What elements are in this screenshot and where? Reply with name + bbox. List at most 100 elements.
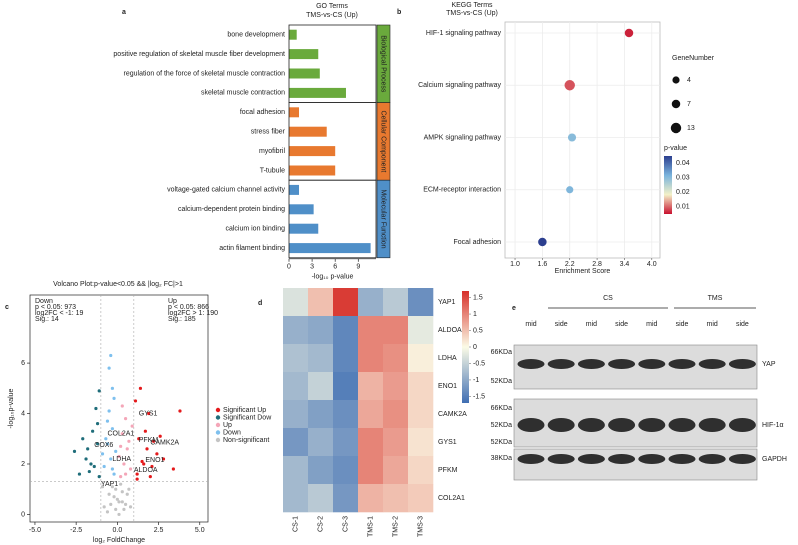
row-label: ENO1 bbox=[438, 383, 457, 390]
plot-frame bbox=[29, 294, 209, 523]
point bbox=[109, 457, 113, 461]
color-bar bbox=[462, 291, 469, 403]
category-label: voltage-gated calcium channel activity bbox=[167, 187, 285, 194]
point bbox=[110, 485, 115, 489]
point bbox=[86, 447, 90, 451]
point bbox=[158, 434, 162, 438]
color-bar-label: -0.5 bbox=[473, 360, 485, 367]
point bbox=[137, 437, 141, 441]
stats-text: p < 0.05: 866 bbox=[168, 304, 209, 311]
point bbox=[97, 475, 101, 479]
point bbox=[104, 437, 108, 441]
heat-cell bbox=[308, 456, 334, 485]
heat-cell bbox=[283, 400, 309, 429]
x-tick-label: 9 bbox=[356, 264, 360, 271]
color-bar-label: -1 bbox=[473, 377, 479, 384]
bar bbox=[289, 68, 320, 79]
size-legend-label: 7 bbox=[687, 101, 691, 108]
point bbox=[97, 389, 101, 393]
x-tick-label: 2.2 bbox=[565, 261, 575, 268]
legend-label: Significant Up bbox=[223, 407, 266, 414]
plot-frame bbox=[504, 21, 661, 259]
point bbox=[117, 500, 121, 504]
row-label: CAMK2A bbox=[438, 411, 467, 418]
column-label: CS-3 bbox=[342, 516, 349, 532]
x-tick-label: 6 bbox=[333, 264, 337, 271]
point bbox=[77, 472, 82, 476]
point bbox=[123, 472, 128, 476]
legend-swatch bbox=[215, 422, 221, 428]
legend-swatch bbox=[215, 437, 221, 443]
heat-cell bbox=[308, 316, 334, 345]
point bbox=[109, 502, 113, 506]
point bbox=[105, 419, 110, 423]
blot-band bbox=[668, 418, 696, 432]
row-label: COL2A1 bbox=[438, 495, 465, 502]
group-label: TMS bbox=[708, 295, 723, 302]
heat-cell bbox=[383, 456, 409, 485]
x-tick-label: 0 bbox=[287, 264, 291, 271]
protein-label: HIF-1α bbox=[762, 422, 784, 429]
point bbox=[110, 467, 115, 471]
legend-label: Down bbox=[223, 429, 241, 436]
heat-cell bbox=[408, 428, 434, 457]
heat-cell bbox=[408, 316, 434, 345]
blot-band bbox=[698, 418, 726, 432]
color-bar-label: 1.5 bbox=[473, 294, 483, 301]
protein-label: GAPDH bbox=[762, 456, 787, 463]
point bbox=[119, 444, 123, 448]
point bbox=[117, 512, 121, 517]
bar bbox=[289, 146, 336, 157]
gene-label: CAMK2A bbox=[150, 439, 179, 446]
blot-band bbox=[698, 359, 726, 369]
column-label: TMS-2 bbox=[392, 516, 399, 537]
group-label: Cellular Component bbox=[380, 110, 387, 172]
blot-band bbox=[608, 359, 636, 369]
point bbox=[91, 429, 95, 433]
stats-text: Down bbox=[35, 298, 53, 305]
y-tick-label: ECM-receptor interaction bbox=[423, 187, 501, 194]
heat-cell bbox=[383, 484, 409, 513]
point bbox=[125, 492, 129, 496]
size-legend-dot bbox=[671, 99, 681, 109]
legend-label: Significant Dow bbox=[223, 414, 272, 421]
point bbox=[109, 353, 113, 358]
point bbox=[155, 452, 159, 456]
heat-cell bbox=[308, 400, 334, 429]
chart-subtitle: TMS-vs-CS (Up) bbox=[446, 10, 498, 17]
size-legend-label: 13 bbox=[687, 125, 695, 132]
blot-band bbox=[728, 454, 756, 464]
point bbox=[150, 464, 154, 469]
blot-band bbox=[517, 418, 545, 432]
point bbox=[123, 416, 128, 421]
heat-cell bbox=[383, 372, 409, 401]
point bbox=[152, 439, 156, 443]
category-label: stress fiber bbox=[251, 129, 286, 136]
dot bbox=[566, 186, 574, 194]
heat-cell bbox=[383, 400, 409, 429]
point bbox=[128, 467, 133, 471]
legend-swatch bbox=[215, 407, 221, 413]
x-tick-label: 4.0 bbox=[647, 261, 657, 268]
point bbox=[135, 477, 139, 481]
point bbox=[120, 432, 124, 436]
blot-band bbox=[698, 454, 726, 464]
heat-cell bbox=[383, 288, 409, 317]
point bbox=[119, 475, 123, 479]
point bbox=[112, 472, 116, 476]
category-label: positive regulation of skeletal muscle f… bbox=[113, 51, 285, 58]
category-label: calcium-dependent protein binding bbox=[178, 206, 285, 213]
point bbox=[128, 505, 133, 509]
point bbox=[123, 502, 128, 506]
point bbox=[87, 469, 91, 474]
point bbox=[107, 492, 111, 496]
x-tick-label: 1.6 bbox=[538, 261, 548, 268]
y-tick-label: 0 bbox=[21, 511, 25, 518]
bar bbox=[289, 29, 297, 40]
blot-band bbox=[517, 454, 545, 464]
color-bar-label: 0.01 bbox=[676, 204, 690, 211]
size-legend-title: GeneNumber bbox=[672, 55, 715, 62]
lane-label: mid bbox=[525, 321, 536, 328]
blot-band bbox=[638, 418, 666, 432]
marker-label: 66KDa bbox=[491, 405, 513, 412]
